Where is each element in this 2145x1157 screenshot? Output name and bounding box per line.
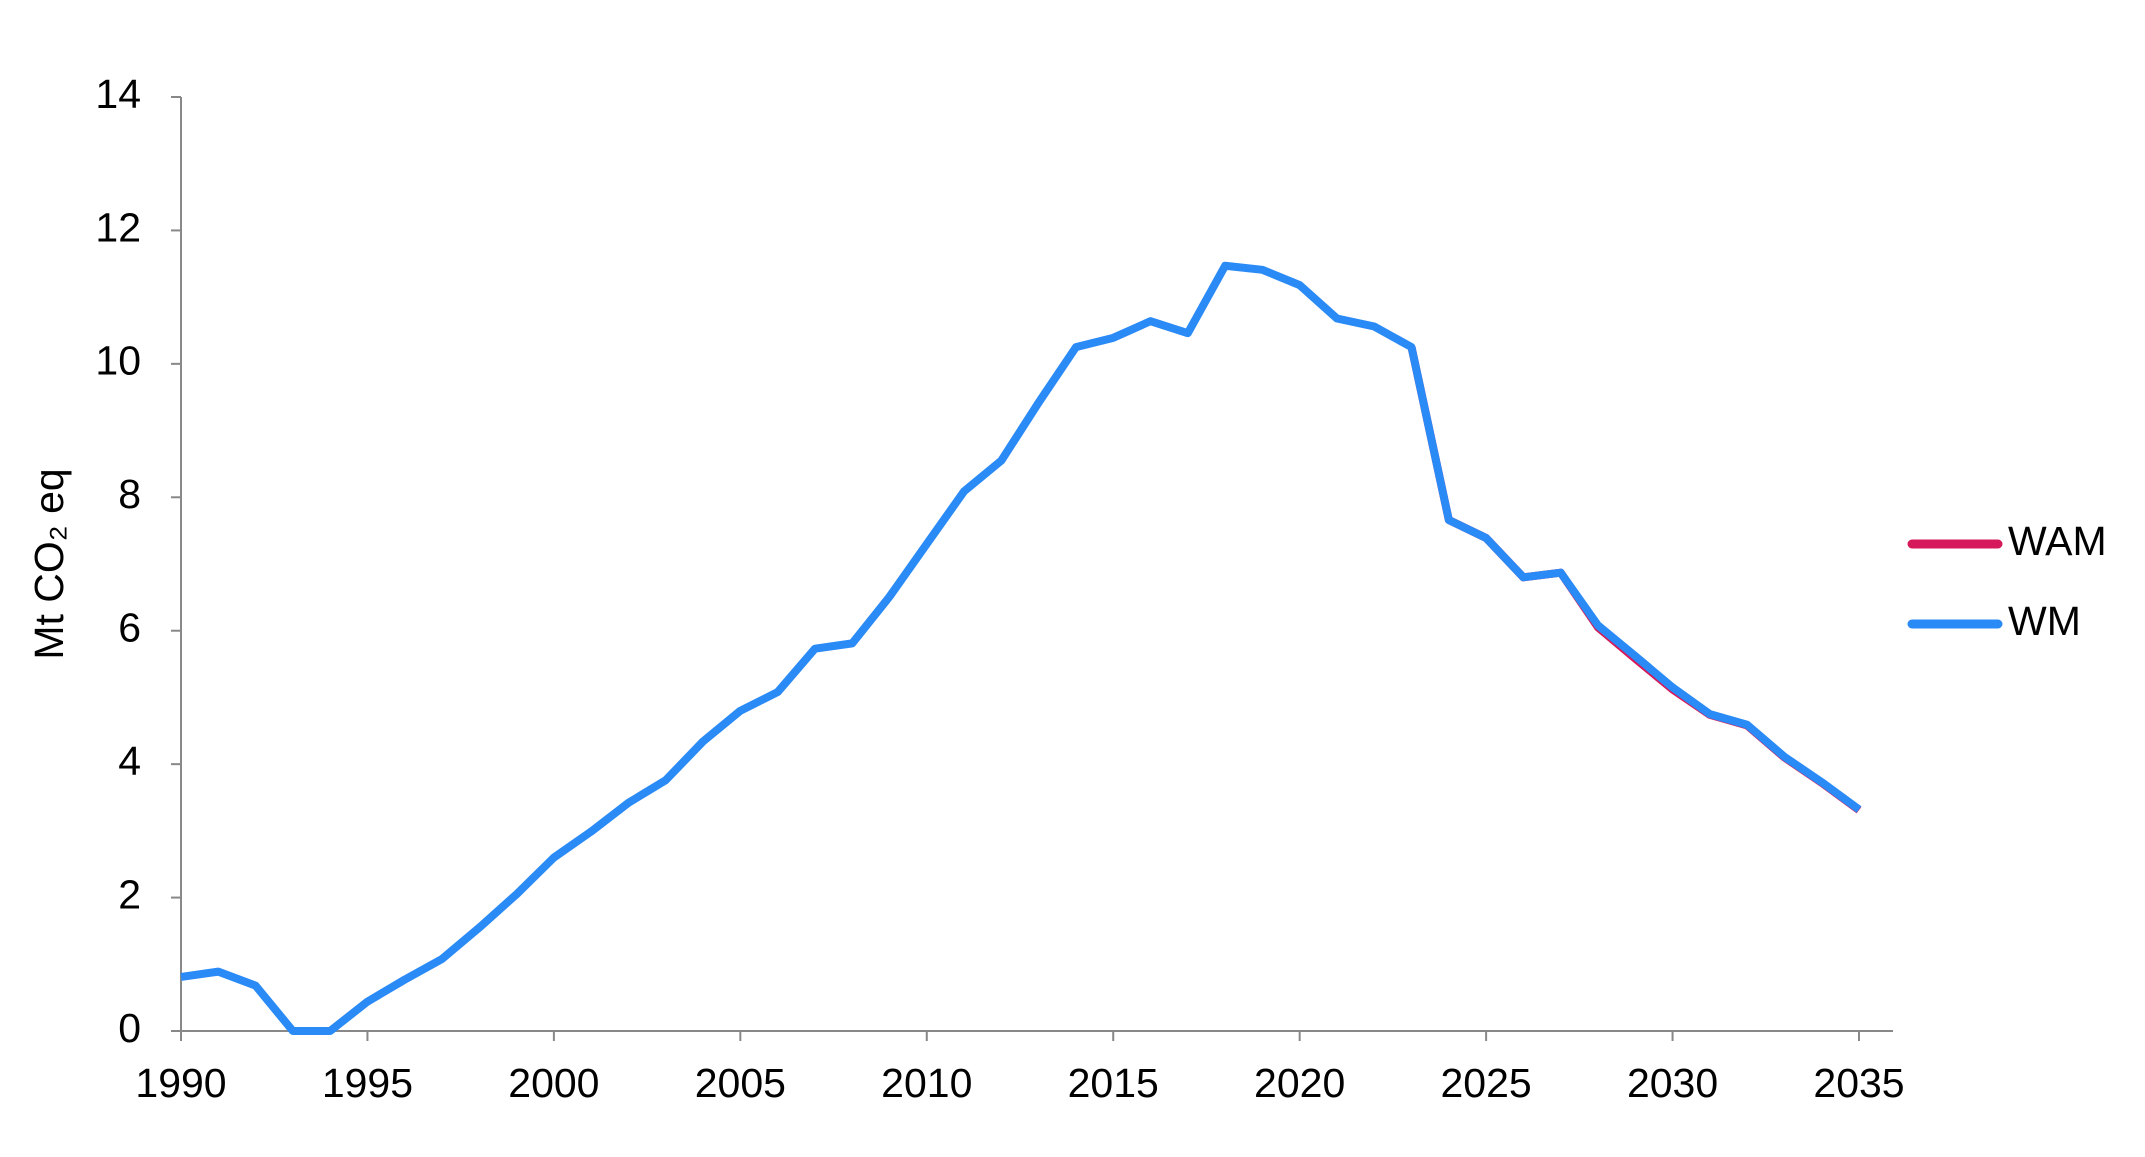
y-axis-label: Mt CO₂ eq [26, 468, 72, 659]
series-line [1407, 346, 1862, 814]
x-tick-label: 2020 [1254, 1060, 1345, 1106]
y-tick-label: 8 [118, 471, 141, 517]
y-tick-label: 12 [95, 204, 141, 250]
x-tick-label: 2015 [1068, 1060, 1159, 1106]
x-tick-label: 1990 [135, 1060, 226, 1106]
legend-label: WM [2008, 598, 2081, 644]
y-tick-label: 2 [118, 871, 141, 917]
y-tick-label: 6 [118, 605, 141, 651]
x-tick-label: 2035 [1813, 1060, 1904, 1106]
series-line [180, 261, 1862, 1035]
x-tick-label: 2005 [695, 1060, 786, 1106]
y-tick-label: 14 [95, 71, 141, 117]
x-tick-label: 1995 [322, 1060, 413, 1106]
legend-label: WAM [2008, 518, 2107, 564]
y-tick-label: 0 [118, 1005, 141, 1051]
x-tick-label: 2025 [1441, 1060, 1532, 1106]
y-tick-label: 4 [118, 738, 141, 784]
x-tick-label: 2000 [508, 1060, 599, 1106]
x-tick-label: 2030 [1627, 1060, 1718, 1106]
x-tick-label: 2010 [881, 1060, 972, 1106]
y-tick-label: 10 [95, 338, 141, 384]
